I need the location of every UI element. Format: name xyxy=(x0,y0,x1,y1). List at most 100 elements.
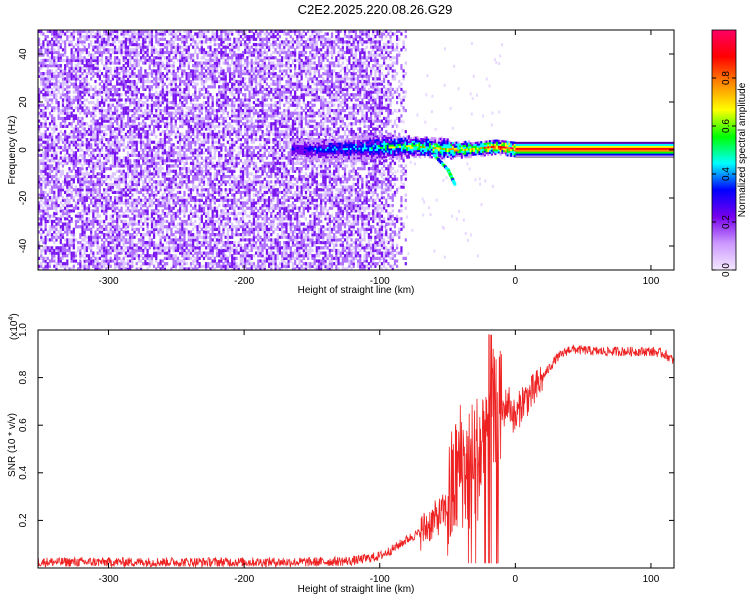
spectrogram-cell xyxy=(92,262,95,266)
spectrogram-cell xyxy=(202,127,206,131)
spectrogram-cell xyxy=(44,164,47,168)
spectrogram-cell xyxy=(161,93,164,97)
spectrogram-cell xyxy=(85,209,88,213)
spectrogram-cell xyxy=(198,114,201,118)
spectrogram-cell xyxy=(66,225,69,229)
spectrogram-cell xyxy=(187,138,190,142)
spectrogram-cell xyxy=(109,122,112,126)
spectrogram-cell xyxy=(87,50,91,55)
spectrogram-cell xyxy=(213,209,216,213)
spectrogram-cell xyxy=(129,50,132,55)
spectrogram-cell xyxy=(55,233,58,237)
spectrogram-cell xyxy=(155,256,158,260)
spectrogram-cell xyxy=(98,116,101,121)
spectrogram-cell xyxy=(113,201,117,205)
spectrogram-cell xyxy=(66,193,69,197)
spectrogram-cell xyxy=(103,264,106,268)
spectrogram-cell xyxy=(170,48,173,52)
spectrogram-cell xyxy=(74,156,78,160)
spectrogram-cell xyxy=(166,204,169,208)
spectrogram-cell xyxy=(94,230,97,234)
spectrogram-cell xyxy=(205,29,208,33)
spectrogram-cell xyxy=(168,77,171,81)
spectrogram-cell xyxy=(137,230,141,234)
spectrogram-cell xyxy=(198,151,201,155)
spectrogram-cell xyxy=(126,267,130,271)
spectrogram-cell xyxy=(85,58,88,62)
spectrogram-cell xyxy=(53,72,56,76)
spectrogram-cell xyxy=(170,132,173,136)
spectrogram-cell xyxy=(146,45,149,49)
spectrogram-cell xyxy=(155,180,158,184)
spectrogram-cell xyxy=(109,246,112,250)
spectrogram-cell xyxy=(64,177,67,181)
spectrogram-cell xyxy=(55,98,58,102)
spectrogram-cell xyxy=(98,151,101,155)
spectrogram-cell xyxy=(83,111,86,115)
spectrogram-cell xyxy=(107,69,110,73)
spectrogram-cell xyxy=(85,185,88,189)
spectrogram-cell xyxy=(122,135,125,139)
spectrogram-cell xyxy=(48,180,52,184)
spectrogram-cell xyxy=(96,103,99,107)
spectrogram-cell xyxy=(194,172,197,176)
spectrogram-cell xyxy=(83,151,86,155)
spectrogram-cell xyxy=(109,222,112,226)
spectrogram-cell xyxy=(77,267,80,271)
spectrogram-cell xyxy=(53,56,56,60)
spectrogram-cell xyxy=(79,180,82,184)
spectrogram-cell xyxy=(100,119,104,123)
spectrogram-cell xyxy=(44,259,47,263)
spectrogram-cell xyxy=(192,40,195,44)
spectrogram-cell xyxy=(57,53,60,57)
spectrogram-cell xyxy=(70,251,73,255)
spectrogram-cell xyxy=(159,267,162,271)
spectrogram-cell xyxy=(168,50,171,55)
spectrogram-cell xyxy=(92,209,95,213)
spectrogram-cell xyxy=(105,72,108,76)
spectrogram-cell xyxy=(118,66,121,70)
spectrogram-cell xyxy=(172,69,175,73)
spectrogram-cell xyxy=(185,153,188,158)
spectrogram-cell xyxy=(189,246,193,250)
spectrogram-cell xyxy=(161,267,164,271)
spectrogram-cell xyxy=(189,32,193,36)
spectrogram-cell xyxy=(107,240,110,245)
spectrogram-cell xyxy=(174,267,177,271)
spectrogram-cell xyxy=(53,119,56,123)
spectrogram-cell xyxy=(111,246,114,250)
spectrogram-cell xyxy=(66,138,69,142)
spectrogram-cell xyxy=(105,251,108,255)
spectrogram-cell xyxy=(135,172,138,176)
spectrogram-cell xyxy=(44,222,47,226)
spectrogram-cell xyxy=(137,61,141,65)
spectrogram-cell xyxy=(72,140,75,144)
spectrogram-cell xyxy=(129,90,132,94)
spectrogram-cell xyxy=(83,211,86,216)
spectrogram-cell xyxy=(179,238,182,242)
spectrogram-cell xyxy=(70,190,73,194)
spectrogram-cell xyxy=(150,72,154,76)
spectrogram-cell xyxy=(198,111,201,115)
spectrogram-cell xyxy=(68,204,71,208)
spectrogram-cell xyxy=(168,190,171,194)
spectrogram-cell xyxy=(55,235,58,239)
spectrogram-cell xyxy=(161,140,164,144)
spectrogram-cell xyxy=(133,174,136,179)
spectrogram-cell xyxy=(40,254,43,258)
spectrogram-cell xyxy=(185,243,188,247)
spectrogram-cell xyxy=(111,85,114,89)
spectrogram-cell xyxy=(131,82,134,86)
spectrogram-cell xyxy=(174,177,177,181)
spectrogram-cell xyxy=(96,119,99,123)
spectrogram-cell xyxy=(174,135,177,139)
spectrogram-cell xyxy=(72,56,75,60)
spectrogram-cell xyxy=(170,45,173,49)
spectrogram-cell xyxy=(124,219,127,224)
spectrogram-cell xyxy=(42,190,45,194)
spectrogram-cell xyxy=(126,214,130,218)
spectrogram-cell xyxy=(96,48,99,52)
spectrogram-cell xyxy=(183,214,186,218)
spectrogram-cell xyxy=(68,153,71,158)
spectrogram-cell xyxy=(46,101,49,105)
